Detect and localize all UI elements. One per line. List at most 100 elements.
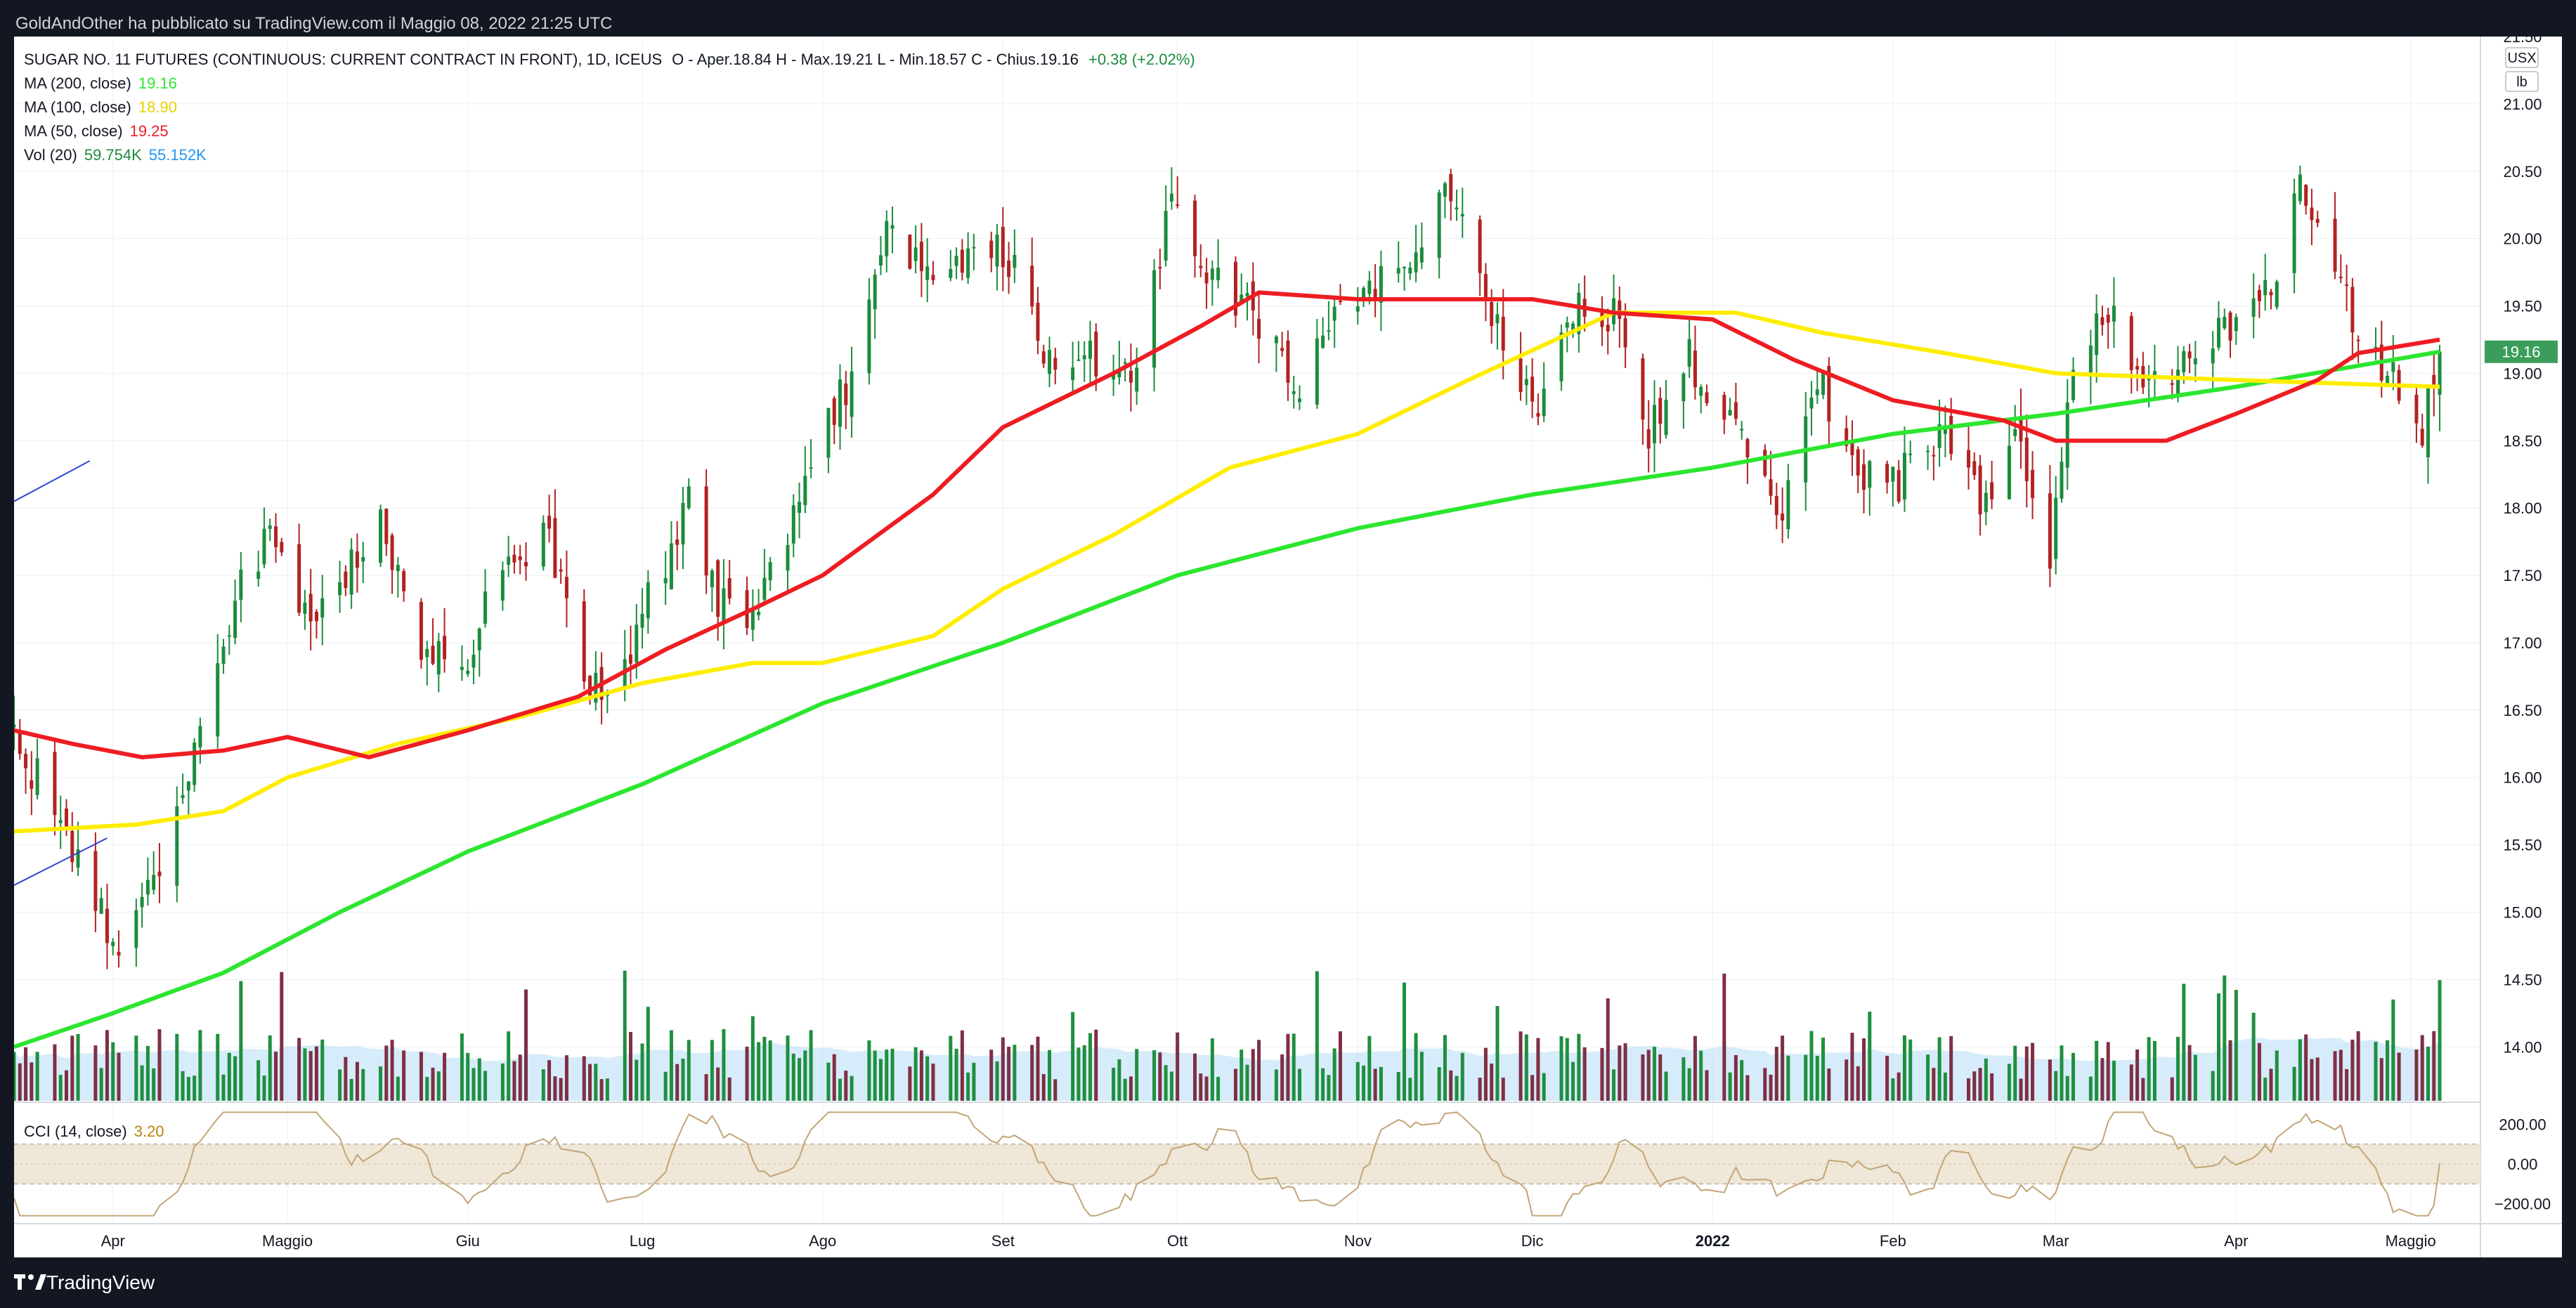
- volume-bar: [745, 1047, 749, 1101]
- candle-body: [239, 569, 243, 600]
- candle-body: [477, 628, 481, 650]
- volume-bar: [280, 972, 284, 1101]
- candle-body: [1478, 219, 1482, 273]
- candle-body: [960, 249, 964, 273]
- candle-body: [1123, 362, 1127, 364]
- chart-canvas[interactable]: 21.50 21.00 20.50 20.00 19.50 19.00 18.50 18.00…: [14, 37, 2562, 1257]
- volume-bar: [1280, 1054, 1284, 1101]
- candle-body: [1897, 470, 1901, 502]
- candle-body: [1245, 293, 1249, 296]
- candle-body: [1815, 389, 1819, 395]
- candle-body: [2251, 298, 2256, 317]
- volume-bar: [1338, 1031, 1342, 1101]
- candle-body: [297, 544, 301, 613]
- candle-body: [2054, 497, 2058, 559]
- candle-body: [99, 898, 103, 914]
- legend-cci[interactable]: CCI (14, close) 3.20: [24, 1123, 164, 1141]
- volume-bar: [1373, 1068, 1377, 1101]
- candle-body: [663, 577, 668, 584]
- volume-bar: [76, 1033, 80, 1101]
- candle-body: [1577, 292, 1581, 334]
- candle-body: [547, 516, 552, 529]
- volume-bar: [2379, 1058, 2383, 1101]
- volume-bar: [384, 1045, 389, 1101]
- volume-bar: [1251, 1049, 1255, 1101]
- volume-bar: [1478, 1078, 1482, 1101]
- volume-bar: [93, 1045, 98, 1101]
- publisher-line: GoldAndOther ha pubblicato su TradingVie…: [15, 14, 613, 33]
- candle-body: [402, 571, 406, 591]
- candle-body: [1606, 325, 1610, 332]
- volume-bar: [1885, 1055, 1889, 1101]
- ma100-label: MA (100, close): [24, 98, 131, 116]
- ma200-label: MA (200, close): [24, 74, 131, 92]
- volume-bar: [1298, 1068, 1302, 1101]
- candle-body: [1007, 260, 1011, 277]
- legend-ma50[interactable]: MA (50, close) 19.25: [24, 122, 169, 140]
- candle-body: [1728, 410, 1732, 416]
- volume-bar: [2211, 1071, 2215, 1101]
- volume-bar: [1524, 1034, 1528, 1101]
- candle-body: [1949, 416, 1953, 454]
- candle-body: [355, 551, 359, 568]
- volume-bar: [1821, 1038, 1826, 1101]
- candle-body: [2135, 366, 2140, 369]
- volume-bar: [582, 1056, 586, 1101]
- candle-body: [2310, 207, 2314, 221]
- candle-body: [349, 549, 353, 595]
- volume-bar: [2112, 1060, 2116, 1101]
- candle-body: [2304, 185, 2308, 206]
- chart-panel[interactable]: 21.50 21.00 20.50 20.00 19.50 19.00 18.50 18.00…: [14, 37, 2562, 1257]
- candle-body: [1536, 412, 1540, 417]
- volume-bar: [2223, 975, 2227, 1101]
- candle-body: [1490, 301, 1494, 327]
- volume-bar: [1908, 1039, 1913, 1101]
- volume-bar: [1809, 1031, 1814, 1101]
- volume-bar: [1891, 1078, 1895, 1101]
- ma200-line: [14, 349, 2440, 1049]
- volume-bar: [768, 1040, 772, 1101]
- legend-ma100[interactable]: MA (100, close) 18.90: [24, 98, 177, 117]
- candle-body: [2013, 429, 2017, 436]
- candle-body: [1641, 358, 1645, 420]
- volume-bar: [2031, 1042, 2035, 1101]
- volume-bar: [931, 1064, 935, 1101]
- candle-body: [623, 659, 627, 689]
- candle-body: [1419, 247, 1424, 263]
- volume-bar: [2152, 1041, 2157, 1101]
- volume-bar: [1379, 1066, 1383, 1101]
- volume-bar: [1542, 1073, 1546, 1101]
- candle-body: [1396, 268, 1400, 274]
- volume-bar: [431, 1067, 435, 1101]
- volume-bar: [1804, 1054, 1808, 1101]
- volume-bar: [1321, 1068, 1325, 1101]
- candle-body: [198, 726, 202, 747]
- candle-body: [1449, 174, 1453, 202]
- candle-body: [1978, 465, 1982, 515]
- volume-bar: [1937, 1037, 1941, 1101]
- legend-volume[interactable]: Vol (20) 59.754K 55.152K: [24, 146, 207, 164]
- volume-bar: [716, 1067, 720, 1101]
- candle-body: [1414, 252, 1418, 273]
- candle-body: [809, 467, 813, 469]
- legend-ma200[interactable]: MA (200, close) 19.16: [24, 74, 177, 93]
- volume-bar: [890, 1048, 895, 1101]
- price-axis-label: 16.00: [2503, 769, 2542, 787]
- candle-body: [1565, 322, 1569, 328]
- price-unit-label: lb: [2516, 74, 2528, 90]
- candle-body: [925, 266, 930, 280]
- volume-bar: [919, 1050, 923, 1101]
- time-axis-label: Ago: [809, 1232, 836, 1250]
- volume-bar: [850, 1075, 854, 1101]
- candle-body: [523, 562, 528, 567]
- volume-bar: [1815, 1056, 1819, 1101]
- volume-bar: [803, 1050, 807, 1101]
- volume-bar: [1978, 1068, 1982, 1101]
- candle-body: [1902, 452, 1906, 500]
- candle-body: [1204, 272, 1209, 284]
- volume-bar: [1362, 1065, 1366, 1101]
- candle-body: [2356, 339, 2360, 341]
- volume-bar: [2007, 1064, 2011, 1101]
- candle-body: [1379, 266, 1383, 303]
- candle-body: [1483, 273, 1488, 301]
